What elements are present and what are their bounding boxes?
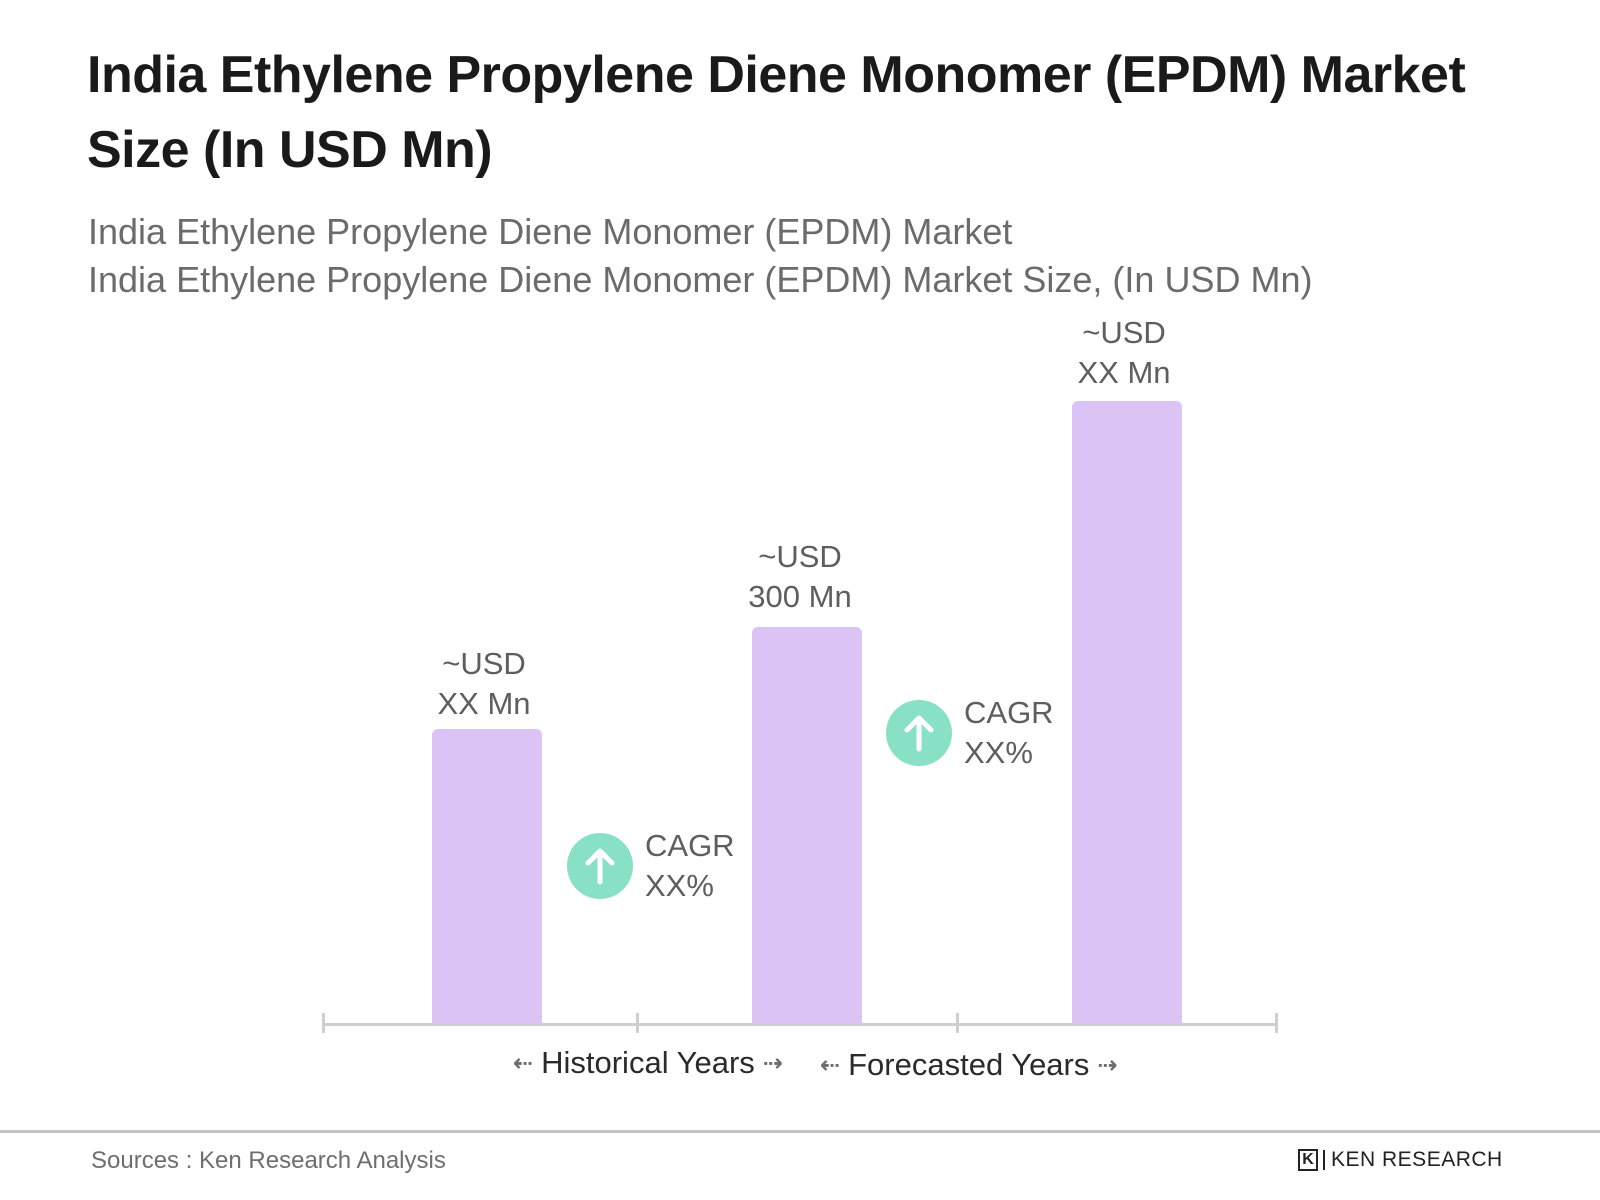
x-axis: [323, 1023, 1277, 1026]
cagr-annotation: CAGR XX%: [567, 826, 735, 906]
bar-historical: [432, 729, 542, 1024]
period-text: Historical Years: [541, 1045, 755, 1080]
axis-tick: [1275, 1013, 1278, 1033]
historical-years-label: ⇠ Historical Years ⇢: [505, 1045, 791, 1081]
logo-separator: [1323, 1150, 1325, 1170]
bar-label-line: 300 Mn: [748, 579, 852, 614]
arrow-left-icon: ⇠: [513, 1049, 534, 1077]
cagr-value: XX%: [964, 735, 1033, 770]
cagr-text: CAGR XX%: [645, 826, 735, 906]
bar-label-line: XX Mn: [1077, 355, 1171, 390]
cagr-text: CAGR XX%: [964, 693, 1054, 773]
cagr-value: XX%: [645, 868, 714, 903]
ken-research-logo: K KEN RESEARCH: [1298, 1148, 1503, 1172]
cagr-annotation: CAGR XX%: [886, 693, 1054, 773]
arrow-up-icon: [886, 700, 952, 766]
arrow-right-icon: ⇢: [1097, 1051, 1118, 1079]
footer-divider: [0, 1130, 1600, 1133]
arrow-up-icon: [567, 833, 633, 899]
bar-label-line: ~USD: [1082, 315, 1166, 350]
bar-forecast: [1072, 401, 1182, 1024]
arrow-right-icon: ⇢: [762, 1049, 783, 1077]
forecasted-years-label: ⇠ Forecasted Years ⇢: [812, 1047, 1125, 1083]
period-text: Forecasted Years: [848, 1047, 1090, 1082]
axis-tick: [956, 1013, 959, 1033]
logo-k-icon: K: [1298, 1149, 1318, 1171]
subtitle: India Ethylene Propylene Diene Monomer (…: [88, 208, 1312, 304]
subtitle-line-1: India Ethylene Propylene Diene Monomer (…: [88, 211, 1013, 252]
cagr-label: CAGR: [964, 695, 1054, 730]
logo-text: KEN RESEARCH: [1331, 1148, 1503, 1171]
subtitle-line-2: India Ethylene Propylene Diene Monomer (…: [88, 259, 1313, 300]
cagr-label: CAGR: [645, 828, 735, 863]
bar-base-year: [752, 627, 862, 1024]
arrow-left-icon: ⇠: [820, 1051, 841, 1079]
bar-value-label: ~USD XX Mn: [384, 644, 584, 724]
axis-tick: [322, 1013, 325, 1033]
bar-value-label: ~USD 300 Mn: [700, 537, 900, 617]
bar-label-line: ~USD: [758, 539, 842, 574]
bar-label-line: XX Mn: [437, 686, 531, 721]
axis-tick: [636, 1013, 639, 1033]
chart-title: India Ethylene Propylene Diene Monomer (…: [87, 46, 1466, 179]
bar-value-label: ~USD XX Mn: [1024, 313, 1224, 393]
source-note: Sources : Ken Research Analysis: [91, 1147, 446, 1174]
bar-label-line: ~USD: [442, 646, 526, 681]
